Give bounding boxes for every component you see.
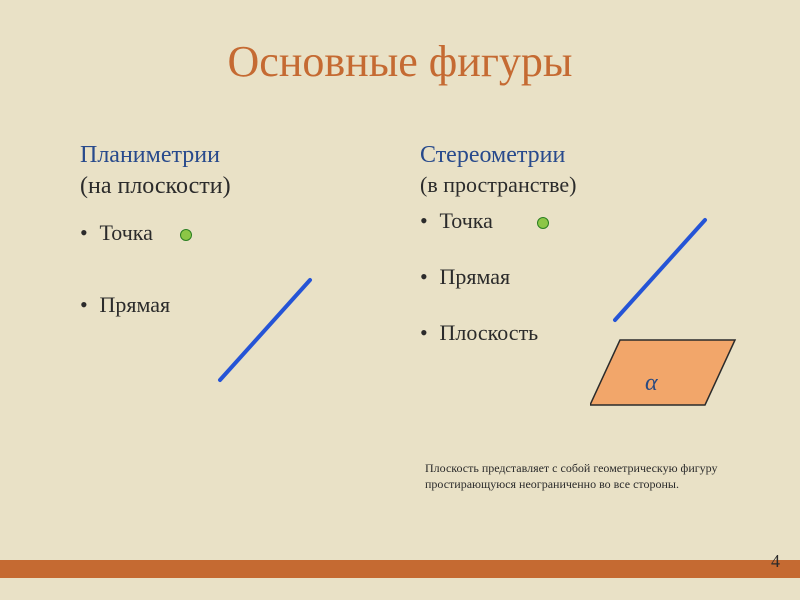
- right-heading: Стереометрии: [420, 140, 760, 171]
- point-icon: [537, 217, 549, 229]
- left-item-0-label: Точка: [100, 220, 153, 245]
- left-subheading: (на плоскости): [80, 171, 420, 202]
- plane-icon: α: [590, 330, 740, 420]
- plane-note: Плоскость представляет с собой геометрич…: [425, 460, 755, 492]
- left-item-0: Точка: [80, 220, 420, 246]
- right-item-1-label: Прямая: [440, 264, 511, 289]
- slide: Основные фигуры Планиметрии (на плоскост…: [0, 0, 800, 600]
- page-number: 4: [771, 551, 780, 572]
- right-subheading: (в пространстве): [420, 171, 760, 200]
- left-heading: Планиметрии: [80, 140, 420, 171]
- slide-title: Основные фигуры: [0, 36, 800, 87]
- accent-strip: [0, 560, 800, 578]
- line-icon-right: [605, 210, 715, 330]
- plane-label: α: [645, 370, 658, 396]
- line-icon-left: [210, 270, 320, 390]
- right-item-0-label: Точка: [440, 208, 493, 233]
- point-icon: [180, 229, 192, 241]
- left-item-1-label: Прямая: [100, 292, 171, 317]
- right-item-2-label: Плоскость: [440, 320, 539, 345]
